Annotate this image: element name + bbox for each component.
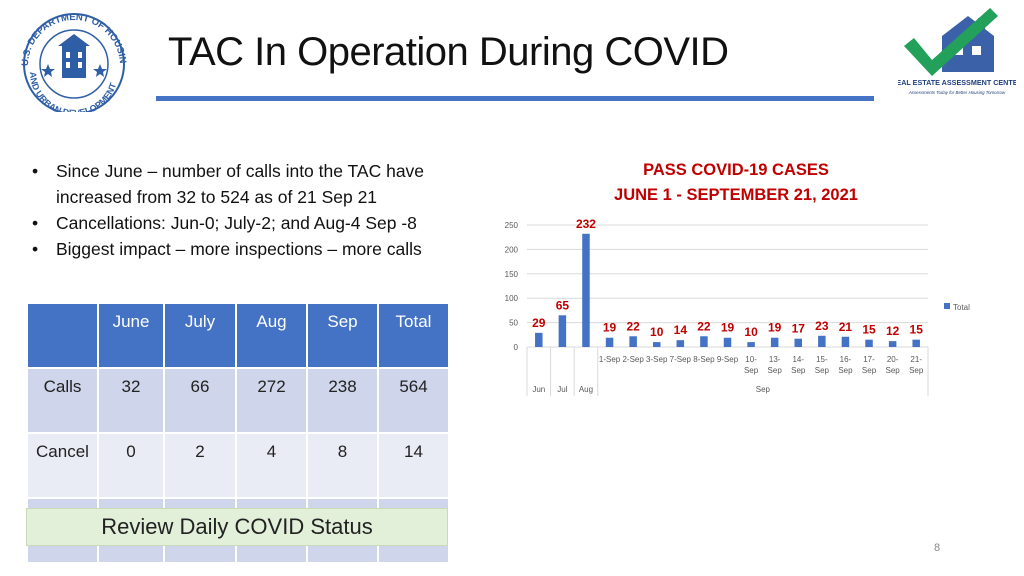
table-header-row: June July Aug Sep Total: [26, 302, 450, 369]
legend-swatch: [944, 303, 950, 309]
reac-logo-name: REAL ESTATE ASSESSMENT CENTER: [898, 78, 1016, 87]
table-header-cell: Sep: [306, 302, 379, 369]
table-cell: 272: [235, 367, 308, 434]
bar: [818, 335, 826, 347]
data-label: 22: [626, 319, 640, 333]
data-label: 12: [886, 324, 900, 338]
data-label: 15: [862, 323, 876, 337]
data-label: 10: [650, 325, 664, 339]
table-cell: 564: [377, 367, 450, 434]
y-tick-label: 200: [505, 245, 519, 254]
data-label: 19: [721, 321, 735, 335]
x-tick-label: 1-Sep: [599, 355, 621, 364]
x-group-label: Aug: [579, 385, 593, 394]
bar: [841, 336, 850, 347]
table-cell: Cancel: [26, 432, 99, 499]
table-header-cell: June: [97, 302, 165, 369]
table-cell: Calls: [26, 367, 99, 434]
bar: [605, 337, 614, 347]
y-tick-label: 250: [505, 221, 519, 230]
chart-subtitle: JUNE 1 - SEPTEMBER 21, 2021: [614, 186, 858, 204]
bar: [676, 340, 685, 347]
table-row: Cancel 0 2 4 8 14: [26, 432, 450, 499]
table-header-cell: July: [163, 302, 237, 369]
x-tick-label: 9-Sep: [717, 355, 739, 364]
bar: [747, 342, 755, 347]
y-tick-label: 100: [505, 294, 519, 303]
bar: [794, 338, 803, 347]
bar: [865, 339, 873, 347]
x-tick-label: 17-Sep: [862, 355, 877, 375]
bar: [723, 337, 732, 347]
bullet-list: Since June – number of calls into the TA…: [30, 158, 470, 262]
data-label: 15: [910, 323, 924, 337]
bullet-item: Cancellations: Jun-0; July-2; and Aug-4 …: [30, 210, 470, 236]
legend-label: Total: [953, 303, 970, 312]
table-header-cell: [26, 302, 99, 369]
table-cell: 238: [306, 367, 379, 434]
data-label: 17: [792, 322, 806, 336]
bar: [629, 336, 637, 347]
page-number: 8: [934, 542, 941, 554]
table-cell: 4: [235, 432, 308, 499]
table-header-cell: Total: [377, 302, 450, 369]
data-label: 19: [603, 321, 617, 335]
x-tick-label: 14-Sep: [791, 355, 806, 375]
y-tick-label: 150: [505, 270, 519, 279]
table-cell: 66: [163, 367, 237, 434]
table-cell: 14: [377, 432, 450, 499]
slide-title: TAC In Operation During COVID: [168, 30, 729, 74]
x-tick-label: 3-Sep: [646, 355, 668, 364]
data-label: 65: [556, 298, 570, 312]
x-group-label: Sep: [756, 385, 771, 394]
x-tick-label: 7-Sep: [670, 355, 692, 364]
bar: [652, 342, 661, 347]
data-label: 19: [768, 321, 782, 335]
data-label: 14: [674, 323, 688, 337]
bullet-item: Since June – number of calls into the TA…: [30, 158, 470, 210]
x-tick-label: 15-Sep: [815, 355, 830, 375]
data-label: 21: [839, 320, 853, 334]
reac-logo-tagline: Assessments Today for Better Housing Tom…: [908, 90, 1006, 95]
data-label: 22: [697, 319, 711, 333]
bar: [558, 315, 567, 347]
hud-seal-logo: U.S. DEPARTMENT OF HOUSING AND URBAN DEV…: [12, 6, 128, 112]
x-tick-label: 8-Sep: [693, 355, 715, 364]
x-group-label: Jul: [557, 385, 567, 394]
bar: [535, 332, 543, 347]
table-row: Calls 32 66 272 238 564: [26, 367, 450, 434]
y-tick-label: 50: [509, 319, 518, 328]
x-tick-label: 20-Sep: [886, 355, 901, 375]
chart-title: PASS COVID-19 CASES: [643, 161, 829, 179]
data-label: 10: [744, 325, 758, 339]
check-icon: [904, 8, 998, 76]
x-tick-label: 21-Sep: [909, 355, 924, 375]
table-cell: 32: [97, 367, 165, 434]
table-cell: 0: [97, 432, 165, 499]
title-underline: [156, 96, 874, 101]
bar: [888, 341, 897, 347]
y-tick-label: 0: [514, 343, 519, 352]
x-tick-label: 16-Sep: [838, 355, 853, 375]
x-tick-label: 2-Sep: [622, 355, 644, 364]
bar: [770, 337, 779, 347]
x-group-label: Jun: [532, 385, 545, 394]
bar: [912, 339, 920, 347]
bar: [700, 336, 708, 347]
data-label: 23: [815, 319, 829, 333]
covid-cases-chart: PASS COVID-19 CASES JUNE 1 - SEPTEMBER 2…: [505, 161, 970, 396]
review-covid-status-button[interactable]: Review Daily COVID Status: [26, 508, 448, 546]
x-tick-label: 10-Sep: [744, 355, 759, 375]
data-label: 29: [532, 316, 546, 330]
table-cell: 8: [306, 432, 379, 499]
x-tick-label: 13-Sep: [768, 355, 783, 375]
data-label: 232: [576, 217, 596, 231]
table-cell: 2: [163, 432, 237, 499]
bullet-item: Biggest impact – more inspections – more…: [30, 236, 470, 262]
table-header-cell: Aug: [235, 302, 308, 369]
reac-logo: REAL ESTATE ASSESSMENT CENTER Assessment…: [898, 8, 1016, 95]
bar: [582, 233, 590, 347]
